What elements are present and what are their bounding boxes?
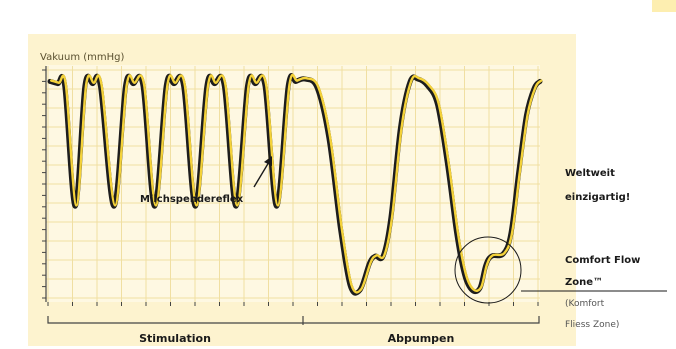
comfort-label-line1: Comfort Flow [565, 255, 640, 266]
reflex-arrow-line [253, 161, 270, 188]
abpumpen-bracket [303, 316, 540, 324]
reflex-arrow-head [264, 156, 272, 166]
weltweit-label-line2: einzigartig! [565, 192, 630, 203]
y-axis-title: Vakuum (mmHg) [40, 52, 125, 63]
komfort-label-line1: (Komfort [565, 299, 605, 309]
abpumpen-label: Abpumpen [388, 332, 455, 345]
comfort-label-line2: Zone™ [565, 277, 603, 288]
stimulation-label: Stimulation [139, 332, 211, 345]
reflex-label: Milchspendereflex [140, 194, 244, 205]
komfort-label-line2: Fliess Zone) [565, 320, 619, 330]
axis-ticks [42, 69, 539, 306]
stimulation-bracket [47, 316, 303, 324]
corner-accent [652, 0, 676, 12]
weltweit-label-line1: Weltweit [565, 168, 615, 179]
vacuum-curve [50, 73, 543, 294]
comfort-zone-circle [454, 236, 522, 304]
